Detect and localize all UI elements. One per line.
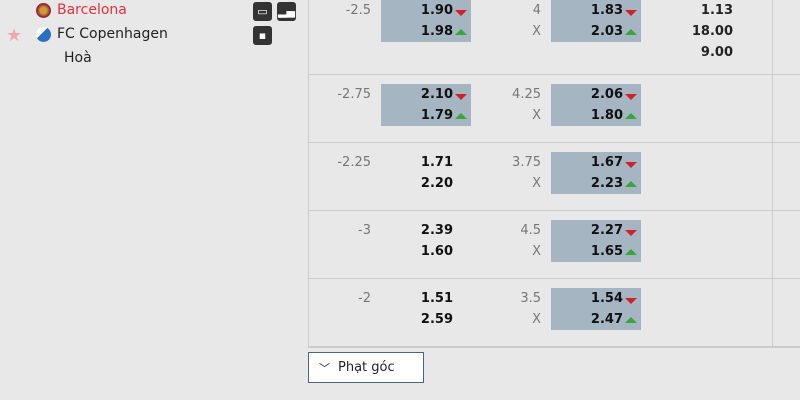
over-odd[interactable]: 1.83 xyxy=(590,3,623,18)
handicap-odds[interactable]: 1.71 2.20 xyxy=(381,152,471,194)
away-odd[interactable]: 1.98 xyxy=(420,24,453,39)
under-label: X xyxy=(532,312,541,327)
under-odd[interactable]: 1.80 xyxy=(590,108,623,123)
handicap-line: -2.25 xyxy=(337,155,371,170)
arrow-down-icon xyxy=(625,94,637,100)
barcelona-logo-icon xyxy=(36,2,51,18)
handicap-odds[interactable]: 1.90 1.98 xyxy=(381,0,471,42)
1x2-odd[interactable]: 18.00 xyxy=(691,24,733,39)
away-odd[interactable]: 1.79 xyxy=(420,108,453,123)
chevron-down-icon: ﹀ xyxy=(319,361,330,375)
away-odd[interactable]: 1.60 xyxy=(420,244,453,259)
away-odd[interactable]: 2.20 xyxy=(420,176,453,191)
home-odd[interactable]: 2.10 xyxy=(420,87,453,102)
over-under-line: 4 xyxy=(532,3,541,18)
over-under-odds[interactable]: 2.06 1.80 xyxy=(551,84,641,126)
handicap-odds[interactable]: 2.39 1.60 xyxy=(381,220,471,262)
home-team: Barcelona xyxy=(36,2,127,18)
arrow-up-icon xyxy=(625,249,637,255)
home-odd[interactable]: 1.51 xyxy=(420,291,453,306)
monitor-icon[interactable]: ▭ xyxy=(253,2,272,21)
handicap-line: -3 xyxy=(358,223,371,238)
arrow-down-icon xyxy=(455,10,467,16)
arrow-down-icon xyxy=(625,162,637,168)
handicap-odds[interactable]: 2.10 1.79 xyxy=(381,84,471,126)
over-under-line: 4.25 xyxy=(512,87,541,102)
under-label: X xyxy=(532,24,541,39)
odds-row: -2.5 1.90 1.98 4 X 1.83 2.03 1.13 18.00 9.… xyxy=(309,0,800,75)
column-divider xyxy=(772,0,773,347)
handicap-line: -2.75 xyxy=(337,87,371,102)
arrow-down-icon xyxy=(455,94,467,100)
over-under-line: 3.75 xyxy=(512,155,541,170)
corner-kick-toggle-button[interactable]: ﹀ Phạt góc xyxy=(308,352,424,383)
over-odd[interactable]: 2.06 xyxy=(590,87,623,102)
1x2-odd[interactable]: 1.13 xyxy=(700,3,733,18)
over-under-odds[interactable]: 1.67 2.23 xyxy=(551,152,641,194)
under-label: X xyxy=(532,176,541,191)
copenhagen-logo-icon xyxy=(36,26,51,42)
handicap-line: -2.5 xyxy=(345,3,371,18)
odds-table: -2.5 1.90 1.98 4 X 1.83 2.03 1.13 18.00 9.… xyxy=(308,0,800,348)
odds-row: -3 2.39 1.60 4.5 X 2.27 1.65 xyxy=(309,211,800,279)
home-odd[interactable]: 1.90 xyxy=(420,3,453,18)
under-label: X xyxy=(532,244,541,259)
arrow-up-icon xyxy=(625,317,637,323)
odds-row: -2.75 2.10 1.79 4.25 X 2.06 1.80 xyxy=(309,75,800,143)
arrow-up-icon xyxy=(625,181,637,187)
handicap-odds[interactable]: 1.51 2.59 xyxy=(381,288,471,330)
arrow-up-icon xyxy=(455,29,467,35)
away-team: FC Copenhagen xyxy=(36,26,168,42)
1x2-odd[interactable]: 9.00 xyxy=(700,45,733,60)
draw-label: Hoà xyxy=(64,50,92,66)
over-under-odds[interactable]: 1.54 2.47 xyxy=(551,288,641,330)
over-under-odds[interactable]: 2.27 1.65 xyxy=(551,220,641,262)
arrow-down-icon xyxy=(625,230,637,236)
home-odd[interactable]: 2.39 xyxy=(420,223,453,238)
over-under-odds[interactable]: 1.83 2.03 xyxy=(551,0,641,42)
under-odd[interactable]: 1.65 xyxy=(590,244,623,259)
arrow-down-icon xyxy=(625,10,637,16)
under-odd[interactable]: 2.03 xyxy=(590,24,623,39)
under-label: X xyxy=(532,108,541,123)
over-odd[interactable]: 1.67 xyxy=(590,155,623,170)
odds-row: -2 1.51 2.59 3.5 X 1.54 2.47 xyxy=(309,279,800,347)
star-icon[interactable]: ★ xyxy=(6,25,23,46)
arrow-up-icon xyxy=(625,29,637,35)
arrow-up-icon xyxy=(625,113,637,119)
odds-row: -2.25 1.71 2.20 3.75 X 1.67 2.23 xyxy=(309,143,800,211)
lineup-icon[interactable]: ▪ xyxy=(253,26,272,45)
under-odd[interactable]: 2.47 xyxy=(590,312,623,327)
away-odd[interactable]: 2.59 xyxy=(420,312,453,327)
signal-icon[interactable]: ▂▄ xyxy=(277,2,296,21)
over-odd[interactable]: 1.54 xyxy=(590,291,623,306)
arrow-down-icon xyxy=(625,298,637,304)
over-under-line: 4.5 xyxy=(520,223,541,238)
handicap-line: -2 xyxy=(358,291,371,306)
over-under-line: 3.5 xyxy=(520,291,541,306)
over-odd[interactable]: 2.27 xyxy=(590,223,623,238)
under-odd[interactable]: 2.23 xyxy=(590,176,623,191)
home-odd[interactable]: 1.71 xyxy=(420,155,453,170)
arrow-up-icon xyxy=(455,113,467,119)
